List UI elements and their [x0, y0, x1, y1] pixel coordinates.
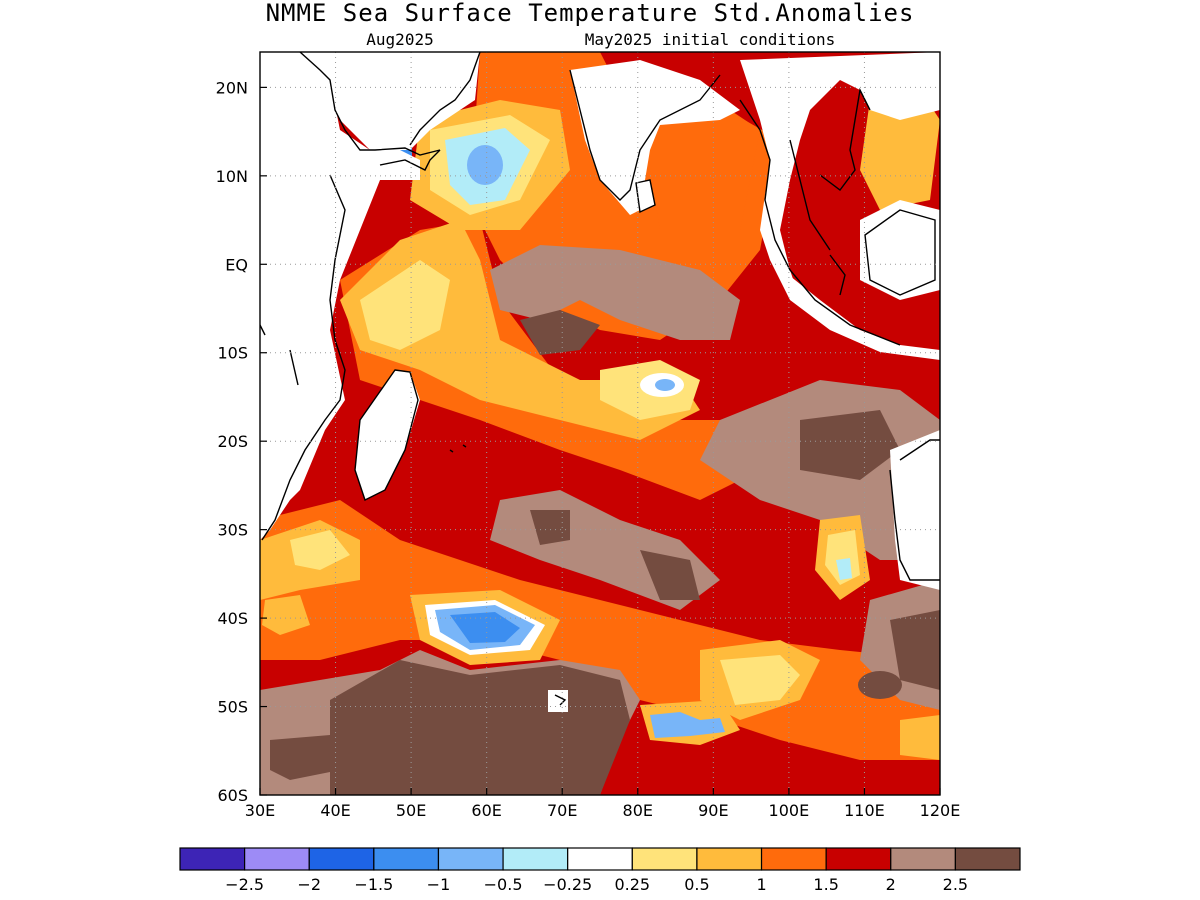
colorbar-label: −0.25	[543, 875, 592, 894]
anomaly-region	[836, 558, 852, 580]
anomaly-region	[860, 90, 940, 210]
figure-title: NMME Sea Surface Temperature Std.Anomali…	[266, 0, 915, 27]
anomaly-region	[650, 90, 760, 260]
lat-tick-label: 20S	[217, 432, 248, 451]
lat-tick-label: 40S	[217, 609, 248, 628]
anomaly-region	[262, 595, 310, 635]
anomaly-region	[530, 510, 570, 545]
anomaly-region	[490, 245, 740, 340]
lon-tick-label: 50E	[396, 801, 426, 820]
colorbar-swatch	[760, 847, 827, 871]
anomaly-field	[260, 52, 940, 795]
land-southeast-asia	[740, 52, 940, 300]
lat-tick-label: 60S	[217, 786, 248, 805]
lat-tick-label: 10N	[216, 167, 248, 186]
anomaly-region	[640, 550, 700, 600]
anomaly-region	[450, 612, 520, 643]
colorbar-label: 2.5	[943, 875, 968, 894]
colorbar-swatch	[373, 847, 440, 871]
land-madagascar	[355, 370, 420, 500]
coastlines	[260, 52, 940, 706]
colorbar-label: 1	[756, 875, 766, 894]
anomaly-region	[520, 310, 600, 355]
lat-tick-label: 30S	[217, 521, 248, 540]
lon-tick-label: 70E	[547, 801, 577, 820]
colorbar-swatch	[954, 847, 1021, 871]
gridlines	[260, 52, 940, 795]
anomaly-region	[467, 145, 503, 185]
anomaly-region	[720, 655, 800, 705]
anomaly-region	[800, 410, 900, 480]
lat-tick-label: 50S	[217, 698, 248, 717]
colorbar-swatch	[308, 847, 375, 871]
colorbar-swatch	[890, 847, 956, 871]
colorbar-swatch	[696, 847, 763, 871]
anomaly-region	[270, 735, 340, 780]
land-india	[570, 60, 740, 215]
land-sumatra-java	[770, 260, 940, 360]
map-panel: 30E 40E 50E 60E 70E 80E 90E 100E 110E 120E 20N 10N…	[216, 51, 961, 820]
colorbar-swatch	[825, 847, 892, 871]
lon-tick-label: 110E	[844, 801, 885, 820]
land-sri-lanka	[635, 180, 655, 212]
anomaly-region	[360, 260, 450, 350]
colorbar-label: −0.5	[484, 875, 523, 894]
lon-tick-label: 100E	[769, 801, 810, 820]
lon-tick-label: 120E	[920, 801, 961, 820]
lon-tick-label: 80E	[623, 801, 653, 820]
valid-month-label: Aug2025	[366, 30, 433, 49]
anomaly-region	[900, 715, 940, 760]
colorbar-label: 0.25	[614, 875, 650, 894]
anomaly-region	[330, 660, 630, 795]
colorbar-label: 0.5	[684, 875, 709, 894]
colorbar-legend: −2.5 −2 −1.5 −1 −0.5 −0.25 0.25 0.5 1 1.5 2 2.5	[179, 847, 1021, 894]
colorbar-label: −1.5	[354, 875, 393, 894]
colorbar-label: −2	[297, 875, 321, 894]
initial-conditions-label: May2025 initial conditions	[585, 30, 835, 49]
land-borneo	[860, 200, 940, 300]
colorbar-swatch	[631, 847, 698, 871]
land-africa	[260, 52, 420, 540]
latitude-axis: 20N 10N EQ 10S 20S 30S 40S 50S 60S	[216, 78, 267, 805]
land-arabia	[300, 52, 480, 150]
lon-tick-label: 40E	[320, 801, 350, 820]
lat-tick-label: 20N	[216, 78, 248, 97]
anomaly-region	[858, 671, 902, 699]
colorbar-swatch	[567, 847, 633, 871]
anomaly-region	[655, 379, 675, 391]
colorbar-swatch	[244, 847, 310, 871]
longitude-axis: 30E 40E 50E 60E 70E 80E 90E 100E 110E 120E	[245, 788, 961, 820]
colorbar-swatch	[437, 847, 504, 871]
colorbar-label: −2.5	[225, 875, 264, 894]
lon-tick-label: 30E	[245, 801, 275, 820]
anomaly-region	[290, 530, 350, 570]
map-frame	[259, 51, 941, 796]
lat-tick-label: EQ	[225, 255, 248, 274]
colorbar-label: 1.5	[813, 875, 838, 894]
anomaly-region	[650, 712, 725, 738]
colorbar-swatch	[502, 847, 569, 871]
lat-tick-label: 10S	[217, 344, 248, 363]
colorbar-swatch	[179, 847, 246, 871]
anomaly-region	[890, 610, 940, 690]
lon-tick-label: 90E	[698, 801, 728, 820]
land-australia	[890, 430, 940, 590]
lon-tick-label: 60E	[471, 801, 501, 820]
colorbar-label: −1	[427, 875, 451, 894]
colorbar-label: 2	[886, 875, 896, 894]
land-kerguelen	[548, 690, 568, 712]
